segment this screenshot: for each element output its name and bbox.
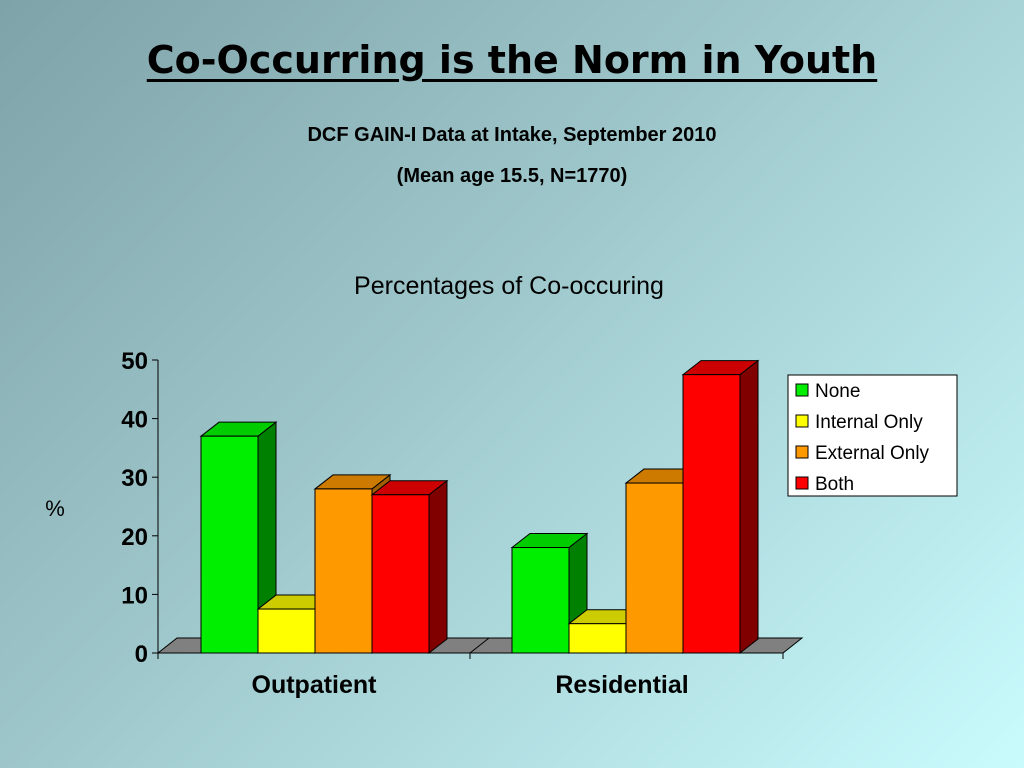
bar-none-residential: [510, 532, 589, 655]
x-axis-labels: Outpatient Residential: [252, 671, 689, 699]
y-tick-label: 50: [121, 348, 148, 375]
legend: None Internal Only External Only Both: [787, 374, 958, 497]
bar-both-residential: [681, 359, 760, 655]
legend-box: [787, 374, 958, 497]
x-category-label: Residential: [555, 671, 688, 699]
y-tick-label: 20: [121, 524, 148, 551]
legend-swatch: [795, 383, 809, 397]
floor-divider: [469, 637, 490, 654]
bars: [199, 359, 760, 655]
y-axis-label: %: [45, 496, 65, 521]
legend-label: External Only: [815, 443, 930, 464]
subtitle-line-1: DCF GAIN-I Data at Intake, September 201…: [307, 124, 717, 146]
legend-item: Internal Only: [795, 412, 923, 433]
bar-both-outpatient: [370, 479, 449, 655]
legend-label: None: [815, 381, 860, 402]
legend-swatch: [795, 414, 809, 428]
bar-none-outpatient: [199, 421, 278, 655]
legend-label: Both: [815, 474, 854, 495]
y-tick-label: 0: [135, 641, 148, 668]
legend-item: None: [795, 381, 860, 402]
y-tick-label: 10: [121, 582, 148, 609]
x-category-label: Outpatient: [252, 671, 378, 699]
y-tick-label: 40: [121, 407, 148, 434]
legend-item: Both: [795, 474, 854, 495]
y-tick-label: 30: [121, 465, 148, 492]
slide-title: Co-Occurring is the Norm in Youth: [146, 38, 878, 82]
chart-title: Percentages of Co-occuring: [354, 272, 664, 300]
legend-swatch: [795, 476, 809, 490]
legend-item: External Only: [795, 443, 930, 464]
legend-swatch: [795, 445, 809, 459]
legend-label: Internal Only: [815, 412, 923, 433]
subtitle-line-2: (Mean age 15.5, N=1770): [396, 165, 628, 187]
